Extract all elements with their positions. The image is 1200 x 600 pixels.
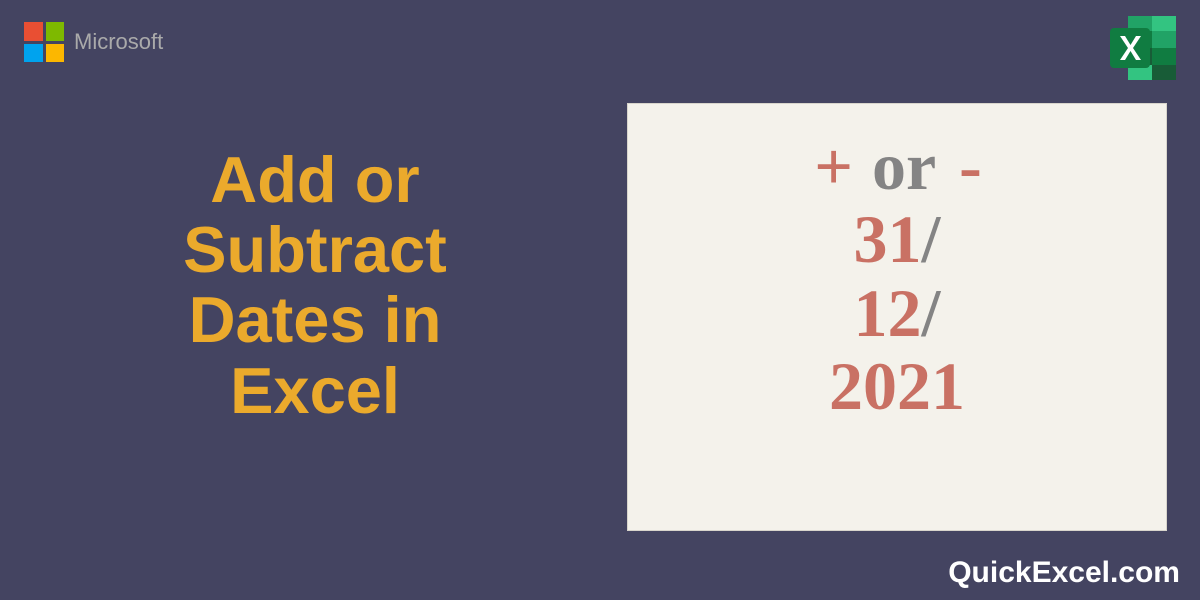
operator-line: + or - <box>628 130 1166 203</box>
footer-credit: QuickExcel.com <box>948 556 1180 590</box>
title-line-2: Subtract <box>95 215 535 285</box>
date-card: + or - 31/ 12/ 2021 <box>627 103 1167 531</box>
title-line-3: Dates in <box>95 285 535 355</box>
page-title: Add or Subtract Dates in Excel <box>95 145 535 426</box>
minus-sign: - <box>959 128 980 204</box>
excel-icon <box>1106 14 1178 82</box>
month-value: 12 <box>854 275 922 351</box>
slash-2: / <box>922 275 941 351</box>
day-value: 31 <box>854 201 922 277</box>
plus-sign: + <box>814 128 849 204</box>
title-line-4: Excel <box>95 356 535 426</box>
or-text: or <box>872 128 936 204</box>
microsoft-squares-icon <box>24 22 64 62</box>
day-line: 31/ <box>628 203 1166 276</box>
microsoft-logo: Microsoft <box>24 22 163 62</box>
slash-1: / <box>922 201 941 277</box>
month-line: 12/ <box>628 277 1166 350</box>
title-line-1: Add or <box>95 145 535 215</box>
year-line: 2021 <box>628 350 1166 423</box>
microsoft-text: Microsoft <box>74 29 163 55</box>
